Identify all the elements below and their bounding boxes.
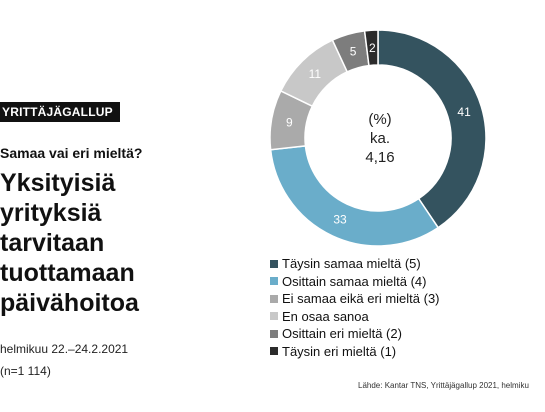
legend-swatch bbox=[270, 329, 278, 338]
legend-item: Täysin samaa mieltä (5) bbox=[270, 255, 440, 273]
sample-size: (n=1 114) bbox=[0, 364, 51, 378]
legend-swatch bbox=[270, 294, 278, 303]
donut-slices bbox=[269, 29, 487, 247]
headline-line: tuottamaan bbox=[0, 259, 135, 287]
legend-swatch bbox=[270, 259, 278, 268]
headline: Yksityisiä yrityksiä tarvitaan tuottamaa… bbox=[0, 168, 139, 318]
legend-label: Täysin eri mieltä (1) bbox=[282, 343, 397, 359]
survey-meta: helmikuu 22.–24.2.2021 (n=1 114) bbox=[0, 338, 128, 382]
legend-item: Osittain samaa mieltä (4) bbox=[270, 273, 440, 291]
legend-label: En osaa sanoa bbox=[282, 308, 369, 324]
slice-value-label: 9 bbox=[286, 116, 293, 130]
donut-slice bbox=[377, 29, 487, 229]
legend-swatch bbox=[270, 312, 278, 321]
legend-label: Täysin samaa mieltä (5) bbox=[282, 256, 421, 271]
legend-swatch bbox=[270, 347, 278, 356]
survey-badge: YRITTÄJÄGALLUP bbox=[0, 102, 120, 122]
source-note: Lähde: Kantar TNS, Yrittäjägallup 2021, … bbox=[358, 381, 529, 390]
survey-question: Samaa vai eri mieltä? bbox=[0, 145, 143, 161]
slice-value-label: 2 bbox=[369, 41, 376, 55]
legend-swatch bbox=[270, 277, 278, 286]
center-unit: (%) bbox=[368, 111, 391, 128]
slice-value-label: 5 bbox=[350, 45, 357, 59]
donut-slice bbox=[269, 145, 440, 247]
headline-line: yrityksiä bbox=[0, 199, 102, 227]
legend-item: En osaa sanoa bbox=[270, 308, 440, 326]
slice-value-label: 33 bbox=[333, 213, 347, 227]
headline-line: Yksityisiä bbox=[0, 169, 116, 197]
legend-item: Täysin eri mieltä (1) bbox=[270, 343, 440, 361]
legend-label: Osittain eri mieltä (2) bbox=[282, 326, 402, 341]
center-value: 4,16 bbox=[365, 149, 394, 166]
legend-label: Ei samaa eikä eri mieltä (3) bbox=[282, 291, 440, 306]
headline-line: tarvitaan bbox=[0, 229, 105, 257]
survey-period: helmikuu 22.–24.2.2021 bbox=[0, 342, 129, 356]
donut-slice bbox=[363, 29, 379, 67]
headline-line: päivähoitoa bbox=[0, 289, 139, 317]
donut-slice-labels: 41 33 9 11 5 2 bbox=[286, 41, 471, 226]
slice-value-label: 11 bbox=[309, 67, 322, 81]
center-caption: ka. bbox=[370, 130, 390, 147]
slice-value-label: 41 bbox=[457, 105, 471, 119]
legend-label: Osittain samaa mieltä (4) bbox=[282, 273, 427, 289]
donut-center-label: (%) ka. 4,16 bbox=[365, 111, 394, 166]
legend-item: Ei samaa eikä eri mieltä (3) bbox=[270, 290, 440, 308]
legend-item: Osittain eri mieltä (2) bbox=[270, 325, 440, 343]
chart-legend: Täysin samaa mieltä (5) Osittain samaa mi… bbox=[270, 255, 440, 360]
